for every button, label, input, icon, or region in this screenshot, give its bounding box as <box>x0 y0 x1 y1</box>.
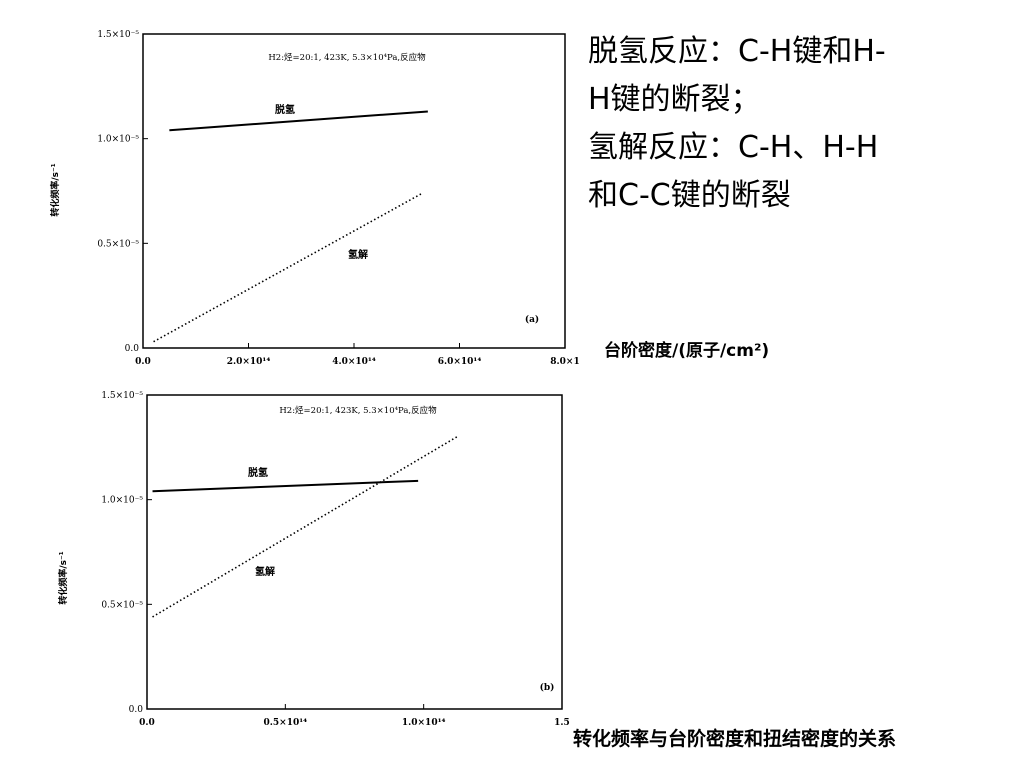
plot-frame <box>142 33 566 349</box>
y-axis-title: 转化频率/s⁻¹ <box>57 551 69 604</box>
side-description: 脱氢反应：C-H键和H- H键的断裂； 氢解反应：C-H、H-H 和C-C键的断… <box>588 28 1008 220</box>
side-line-4: 和C-C键的断裂 <box>588 178 791 213</box>
chart-panel-b: 0.0 0.5×10⁻⁵ 1.0×10⁻⁵ 1.5×10⁻⁵ 0.0 0.5×10¹⁴ 1.… <box>57 391 570 728</box>
side-line-1: 脱氢反应：C-H键和H- <box>588 34 886 69</box>
y-tick-label: 1.0×10⁻⁵ <box>101 496 143 506</box>
side-line-3: 氢解反应：C-H、H-H <box>588 130 879 165</box>
x-tick-label: 1.5 <box>554 718 570 728</box>
x-tick-label: 0.0 <box>139 718 155 728</box>
panel-label: (a) <box>525 314 539 325</box>
y-tick-label: 0.5×10⁻⁵ <box>101 600 143 610</box>
series-label: 脱氢 <box>248 466 268 479</box>
chart-panel-a: 0.0 0.5×10⁻⁵ 1.0×10⁻⁵ 1.5×10⁻⁵ 0.0 2.0×10¹⁴ 4.… <box>49 30 580 367</box>
x-tick-label: 0.0 <box>135 357 151 367</box>
x-tick-label: 8.0×1 <box>550 357 579 367</box>
y-tick-label: 0.0 <box>125 344 140 354</box>
y-tick-label: 0.5×10⁻⁵ <box>97 239 139 249</box>
series-label: 脱氢 <box>275 103 295 116</box>
y-tick-label: 1.5×10⁻⁵ <box>101 391 143 401</box>
x-axis-title-a: 台阶密度/(原子/cm²) <box>604 341 770 361</box>
condition-annotation: H2:烃=20:1, 423K, 5.3×10⁴Pa,反应物 <box>279 405 437 416</box>
x-tick-label: 4.0×10¹⁴ <box>332 357 376 367</box>
series-line-hydrogenolysis <box>152 436 458 618</box>
plot-frame <box>146 394 563 710</box>
y-tick-label: 0.0 <box>129 705 144 715</box>
figure-caption: 转化频率与台阶密度和扭结密度的关系 <box>573 728 897 750</box>
y-tick-label: 1.0×10⁻⁵ <box>97 135 139 145</box>
x-tick-label: 1.0×10¹⁴ <box>402 718 446 728</box>
y-tick-label: 1.5×10⁻⁵ <box>97 30 139 40</box>
series-line-hydrogenolysis <box>153 192 423 343</box>
x-tick-label: 0.5×10¹⁴ <box>264 718 308 728</box>
y-axis-title: 转化频率/s⁻¹ <box>49 163 61 216</box>
series-label: 氢解 <box>348 248 368 261</box>
condition-annotation: H2:烃=20:1, 423K, 5.3×10⁴Pa,反应物 <box>268 52 426 63</box>
series-line-dehydrogenation <box>169 110 428 132</box>
panel-label: (b) <box>540 682 555 693</box>
series-label: 氢解 <box>255 565 275 578</box>
side-line-2: H键的断裂； <box>588 82 761 117</box>
x-tick-label: 2.0×10¹⁴ <box>227 357 271 367</box>
x-tick-label: 6.0×10¹⁴ <box>438 357 482 367</box>
series-line-dehydrogenation <box>152 479 419 493</box>
